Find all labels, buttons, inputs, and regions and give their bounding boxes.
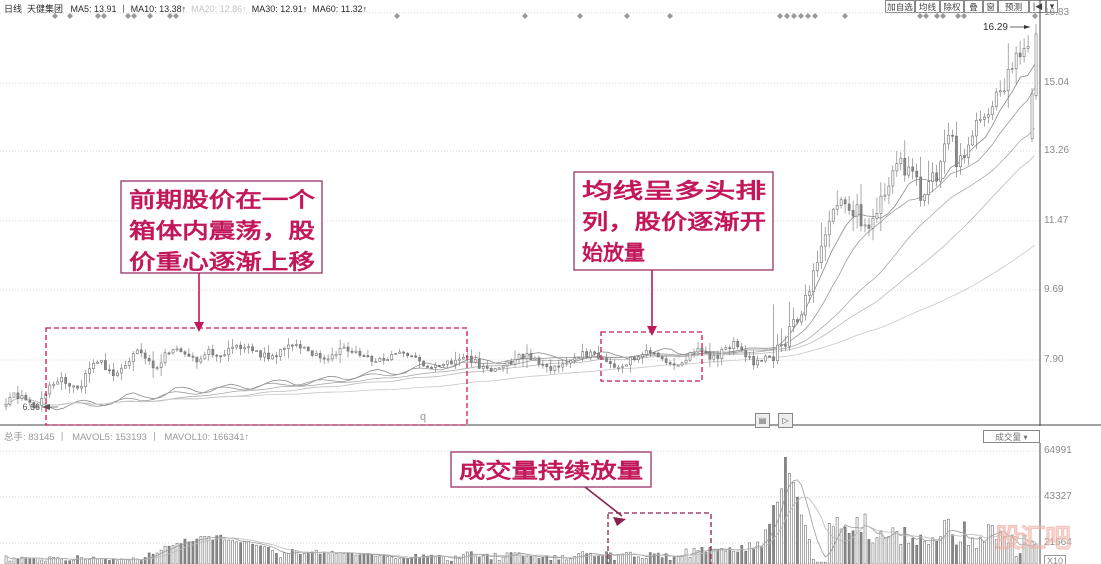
svg-text:始放量: 始放量 [582, 241, 645, 265]
svg-text:成交量持续放量: 成交量持续放量 [459, 459, 643, 483]
svg-text:q: q [420, 411, 426, 423]
svg-text:价重心逐渐上移: 价重心逐渐上移 [129, 250, 315, 274]
svg-text:列，股价逐渐开: 列，股价逐渐开 [582, 210, 766, 234]
svg-text:前期股价在一个: 前期股价在一个 [129, 188, 316, 212]
svg-text:均线呈多头排: 均线呈多头排 [582, 179, 766, 203]
svg-text:箱体内震荡，股: 箱体内震荡，股 [129, 219, 315, 243]
